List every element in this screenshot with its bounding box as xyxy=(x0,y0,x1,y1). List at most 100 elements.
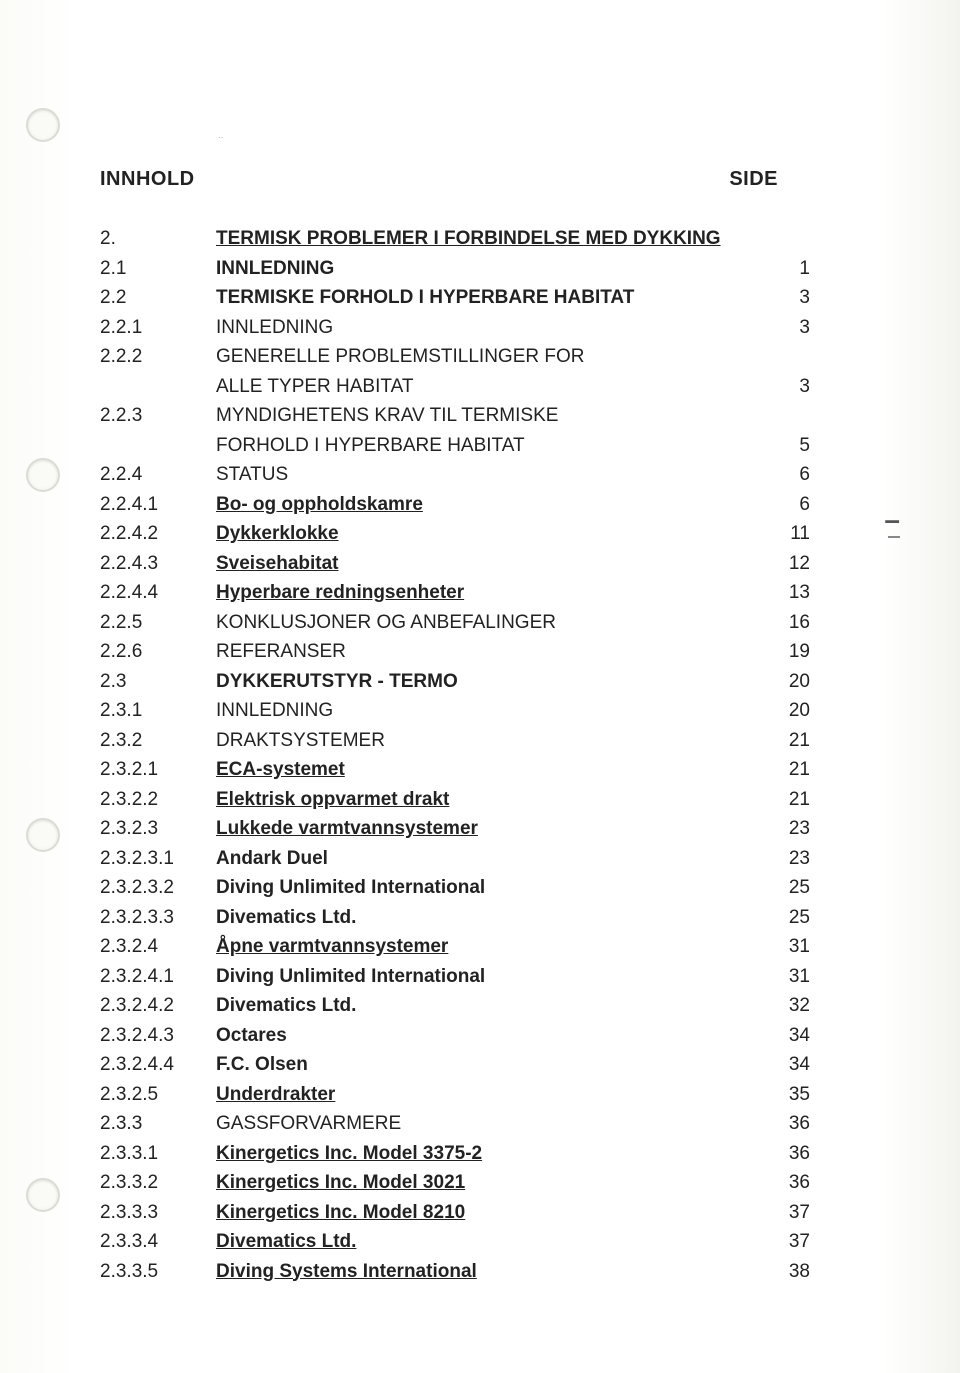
toc-row: FORHOLD I HYPERBARE HABITAT5 xyxy=(100,436,850,455)
toc-entry-page: 32 xyxy=(766,996,850,1015)
document-page: .. – INNHOLD SIDE 2.TERMISK PROBLEMER I … xyxy=(0,0,960,1373)
toc-entry-number: 2.3.2.1 xyxy=(100,760,216,779)
toc-entry-page: 3 xyxy=(766,318,850,337)
toc-entry-page: 21 xyxy=(766,790,850,809)
toc-entry-page: 5 xyxy=(766,436,850,455)
toc-row: 2.3.2.3Lukkede varmtvannsystemer23 xyxy=(100,819,850,838)
toc-entry-number: 2.3.3.3 xyxy=(100,1203,216,1222)
toc-entry-title: Lukkede varmtvannsystemer xyxy=(216,819,766,838)
toc-entry-title: Kinergetics Inc. Model 8210 xyxy=(216,1203,766,1222)
toc-entry-number: 2.2.4.3 xyxy=(100,554,216,573)
toc-entry-title: Hyperbare redningsenheter xyxy=(216,583,766,602)
toc-entry-page: 25 xyxy=(766,878,850,897)
toc-entry-title: ECA-systemet xyxy=(216,760,766,779)
toc-entry-number: 2.3 xyxy=(100,672,216,691)
toc-entry-title: Underdrakter xyxy=(216,1085,766,1104)
toc-entry-page: 1 xyxy=(766,259,850,278)
toc-row: 2.TERMISK PROBLEMER I FORBINDELSE MED DY… xyxy=(100,229,850,248)
toc-entry-number: 2.3.1 xyxy=(100,701,216,720)
punch-hole xyxy=(26,818,60,852)
toc-entry-number: 2. xyxy=(100,229,216,248)
toc-entry-page: 21 xyxy=(766,760,850,779)
toc-row: 2.3.2.4Åpne varmtvannsystemer31 xyxy=(100,937,850,956)
toc-row: 2.3.2.2Elektrisk oppvarmet drakt21 xyxy=(100,790,850,809)
toc-entry-number: 2.3.2.3.2 xyxy=(100,878,216,897)
toc-entry-title: Diving Systems International xyxy=(216,1262,766,1281)
toc-entry-number: 2.2.4.1 xyxy=(100,495,216,514)
toc-entry-page: 36 xyxy=(766,1144,850,1163)
toc-entry-title: DYKKERUTSTYR - TERMO xyxy=(216,672,766,691)
toc-entry-title: F.C. Olsen xyxy=(216,1055,766,1074)
toc-entry-title: Sveisehabitat xyxy=(216,554,766,573)
toc-entry-number: 2.3.2.3 xyxy=(100,819,216,838)
toc-entry-number: 2.2.4.4 xyxy=(100,583,216,602)
toc-entry-number: 2.3.2.2 xyxy=(100,790,216,809)
toc-row: 2.2.5KONKLUSJONER OG ANBEFALINGER16 xyxy=(100,613,850,632)
toc-row: 2.2.4.4Hyperbare redningsenheter13 xyxy=(100,583,850,602)
toc-entry-number: 2.3.3.2 xyxy=(100,1173,216,1192)
toc-row: 2.3.2.1ECA-systemet21 xyxy=(100,760,850,779)
toc-row: 2.3.3GASSFORVARMERE36 xyxy=(100,1114,850,1133)
toc-row: 2.3.3.4Divematics Ltd.37 xyxy=(100,1232,850,1251)
toc-entry-page: 35 xyxy=(766,1085,850,1104)
punch-hole xyxy=(26,458,60,492)
toc-row: 2.2.2GENERELLE PROBLEMSTILLINGER FOR xyxy=(100,347,850,366)
toc-entry-title: Divematics Ltd. xyxy=(216,1232,766,1251)
toc-entry-page: 25 xyxy=(766,908,850,927)
toc-entry-number: 2.3.2.4 xyxy=(100,937,216,956)
toc-row: 2.2TERMISKE FORHOLD I HYPERBARE HABITAT3 xyxy=(100,288,850,307)
toc-entry-title: Åpne varmtvannsystemer xyxy=(216,937,766,956)
toc-entry-page: 36 xyxy=(766,1114,850,1133)
toc-entry-number: 2.3.2 xyxy=(100,731,216,750)
toc-row: 2.2.6REFERANSER19 xyxy=(100,642,850,661)
toc-entry-number: 2.3.2.3.3 xyxy=(100,908,216,927)
artifact-dash xyxy=(888,536,900,538)
toc-entry-page: 3 xyxy=(766,288,850,307)
toc-entry-title: Andark Duel xyxy=(216,849,766,868)
punch-hole xyxy=(26,108,60,142)
toc-row: 2.3.2.3.1Andark Duel23 xyxy=(100,849,850,868)
toc-entry-title: STATUS xyxy=(216,465,766,484)
toc-row: 2.3.2.4.4F.C. Olsen34 xyxy=(100,1055,850,1074)
toc-entry-title: REFERANSER xyxy=(216,642,766,661)
toc-entry-number: 2.2.6 xyxy=(100,642,216,661)
toc-entry-number: 2.2 xyxy=(100,288,216,307)
toc-entry-number: 2.3.2.4.3 xyxy=(100,1026,216,1045)
toc-entry-number: 2.3.2.5 xyxy=(100,1085,216,1104)
toc-entry-page: 6 xyxy=(766,465,850,484)
toc-entry-page: 21 xyxy=(766,731,850,750)
toc-entry-title: FORHOLD I HYPERBARE HABITAT xyxy=(216,436,766,455)
toc-row: 2.3.2.3.3Divematics Ltd.25 xyxy=(100,908,850,927)
toc-entry-page: 13 xyxy=(766,583,850,602)
toc-row: 2.2.3MYNDIGHETENS KRAV TIL TERMISKE xyxy=(100,406,850,425)
toc-entry-page: 20 xyxy=(766,672,850,691)
toc-entry-title: TERMISK PROBLEMER I FORBINDELSE MED DYKK… xyxy=(216,229,766,248)
toc-entry-page: 20 xyxy=(766,701,850,720)
toc-entry-page: 16 xyxy=(766,613,850,632)
artifact-dash: – xyxy=(884,504,900,536)
toc-entry-page: 3 xyxy=(766,377,850,396)
toc-entry-page: 6 xyxy=(766,495,850,514)
toc-entry-title: Kinergetics Inc. Model 3375-2 xyxy=(216,1144,766,1163)
toc-row: 2.1INNLEDNING1 xyxy=(100,259,850,278)
toc-entry-title: GENERELLE PROBLEMSTILLINGER FOR xyxy=(216,347,766,366)
toc-entry-title: TERMISKE FORHOLD I HYPERBARE HABITAT xyxy=(216,288,766,307)
toc-entry-title: ALLE TYPER HABITAT xyxy=(216,377,766,396)
toc-entry-page: 19 xyxy=(766,642,850,661)
toc-entry-number: 2.3.2.4.1 xyxy=(100,967,216,986)
toc-entry-page: 23 xyxy=(766,819,850,838)
toc-entry-number: 2.3.3 xyxy=(100,1114,216,1133)
toc-entry-page: 31 xyxy=(766,937,850,956)
toc-row: 2.3.3.2Kinergetics Inc. Model 302136 xyxy=(100,1173,850,1192)
toc-entry-page: 37 xyxy=(766,1232,850,1251)
punch-hole xyxy=(26,1178,60,1212)
artifact-mark: .. xyxy=(218,130,224,141)
toc-row: 2.3.1INNLEDNING20 xyxy=(100,701,850,720)
toc-entry-number: 2.3.3.4 xyxy=(100,1232,216,1251)
toc-row: 2.3.3.5Diving Systems International38 xyxy=(100,1262,850,1281)
toc-row: 2.3.2.4.1Diving Unlimited International3… xyxy=(100,967,850,986)
toc-row: 2.3.3.1Kinergetics Inc. Model 3375-236 xyxy=(100,1144,850,1163)
toc-entry-title: GASSFORVARMERE xyxy=(216,1114,766,1133)
toc-entry-page: 23 xyxy=(766,849,850,868)
toc-entry-number: 2.3.3.5 xyxy=(100,1262,216,1281)
